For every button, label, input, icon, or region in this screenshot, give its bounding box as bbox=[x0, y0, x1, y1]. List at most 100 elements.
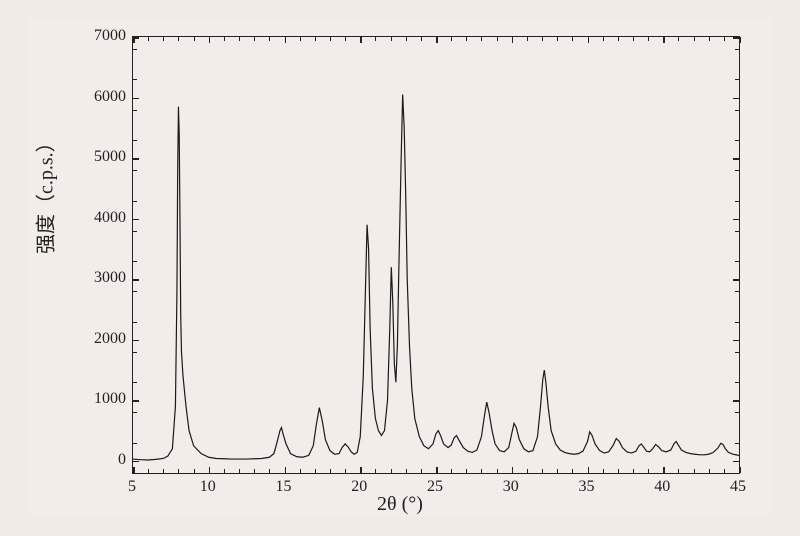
tick bbox=[133, 219, 139, 221]
tick bbox=[512, 467, 514, 473]
tick bbox=[133, 170, 137, 171]
tick bbox=[648, 37, 649, 41]
y-tick-label: 1000 bbox=[94, 390, 126, 408]
tick bbox=[724, 469, 725, 473]
tick bbox=[254, 37, 255, 41]
tick bbox=[436, 37, 438, 43]
x-tick-label: 15 bbox=[276, 478, 292, 496]
tick bbox=[133, 461, 139, 463]
tick bbox=[588, 467, 590, 473]
tick bbox=[133, 79, 137, 80]
tick bbox=[557, 37, 558, 41]
tick bbox=[178, 469, 179, 473]
tick bbox=[436, 467, 438, 473]
tick bbox=[618, 37, 619, 41]
tick bbox=[406, 469, 407, 473]
y-tick-label: 5000 bbox=[94, 148, 126, 166]
tick bbox=[133, 279, 139, 281]
x-tick-label: 5 bbox=[128, 478, 136, 496]
tick bbox=[406, 37, 407, 41]
tick bbox=[527, 469, 528, 473]
tick bbox=[733, 219, 739, 221]
tick bbox=[735, 140, 739, 141]
tick bbox=[466, 37, 467, 41]
x-tick-label: 40 bbox=[654, 478, 670, 496]
tick bbox=[300, 37, 301, 41]
tick bbox=[133, 412, 137, 413]
tick bbox=[239, 469, 240, 473]
y-tick-label: 6000 bbox=[94, 88, 126, 106]
tick bbox=[133, 110, 137, 111]
x-tick-label: 25 bbox=[427, 478, 443, 496]
plot-area bbox=[132, 36, 740, 474]
y-tick-label: 7000 bbox=[94, 27, 126, 45]
tick bbox=[360, 467, 362, 473]
tick bbox=[391, 37, 392, 41]
tick bbox=[451, 37, 452, 41]
tick bbox=[572, 469, 573, 473]
tick bbox=[735, 322, 739, 323]
tick bbox=[724, 37, 725, 41]
tick bbox=[735, 443, 739, 444]
tick bbox=[733, 279, 739, 281]
tick bbox=[285, 467, 287, 473]
tick bbox=[735, 49, 739, 50]
tick bbox=[733, 340, 739, 342]
tick bbox=[421, 469, 422, 473]
x-tick-label: 20 bbox=[351, 478, 367, 496]
y-tick-label: 2000 bbox=[94, 330, 126, 348]
tick bbox=[603, 37, 604, 41]
tick bbox=[735, 231, 739, 232]
tick bbox=[133, 352, 137, 353]
tick bbox=[133, 37, 135, 43]
tick bbox=[133, 261, 137, 262]
tick bbox=[330, 37, 331, 41]
tick bbox=[735, 382, 739, 383]
tick bbox=[451, 469, 452, 473]
tick bbox=[466, 469, 467, 473]
tick bbox=[194, 469, 195, 473]
tick bbox=[572, 37, 573, 41]
x-tick-label: 30 bbox=[503, 478, 519, 496]
tick bbox=[663, 37, 665, 43]
tick bbox=[133, 382, 137, 383]
tick bbox=[315, 469, 316, 473]
tick bbox=[345, 37, 346, 41]
tick bbox=[133, 98, 139, 100]
tick bbox=[330, 469, 331, 473]
tick bbox=[360, 37, 362, 43]
tick bbox=[133, 467, 135, 473]
tick bbox=[733, 461, 739, 463]
tick bbox=[739, 467, 741, 473]
tick bbox=[133, 443, 137, 444]
x-tick-label: 45 bbox=[730, 478, 746, 496]
tick bbox=[694, 469, 695, 473]
tick bbox=[421, 37, 422, 41]
tick bbox=[735, 352, 739, 353]
tick bbox=[194, 37, 195, 41]
tick bbox=[178, 37, 179, 41]
tick bbox=[345, 469, 346, 473]
tick bbox=[481, 469, 482, 473]
tick bbox=[648, 469, 649, 473]
tick bbox=[224, 37, 225, 41]
tick bbox=[209, 37, 211, 43]
tick bbox=[133, 291, 137, 292]
tick bbox=[512, 37, 514, 43]
x-tick-label: 10 bbox=[200, 478, 216, 496]
tick bbox=[133, 201, 137, 202]
tick bbox=[663, 467, 665, 473]
tick bbox=[588, 37, 590, 43]
tick bbox=[148, 469, 149, 473]
tick bbox=[735, 201, 739, 202]
tick bbox=[239, 37, 240, 41]
tick bbox=[391, 469, 392, 473]
tick bbox=[254, 469, 255, 473]
tick bbox=[735, 79, 739, 80]
tick bbox=[709, 469, 710, 473]
tick bbox=[133, 140, 137, 141]
tick bbox=[735, 170, 739, 171]
tick bbox=[678, 469, 679, 473]
tick bbox=[224, 469, 225, 473]
y-axis-label: 强度（c.p.s.） bbox=[30, 132, 59, 254]
